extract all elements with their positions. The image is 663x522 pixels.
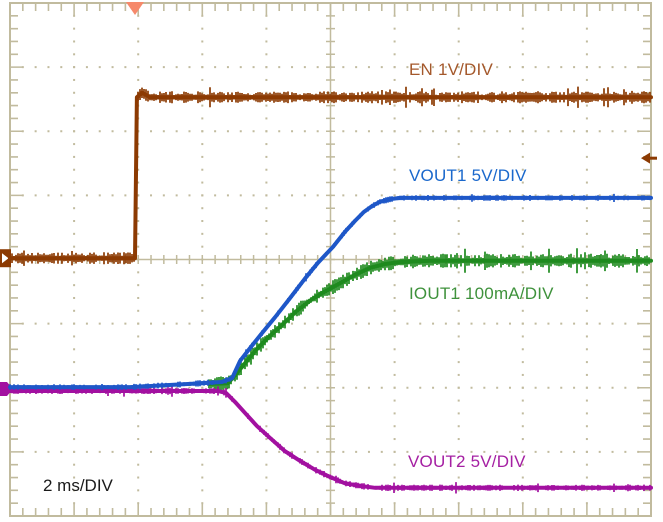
iout1-trace-label: IOUT1 100mA/DIV	[409, 284, 554, 303]
vout1-trace-label: VOUT1 5V/DIV	[409, 166, 527, 185]
en-trace-label: EN 1V/DIV	[409, 60, 493, 79]
timebase-label: 2 ms/DIV	[43, 476, 113, 495]
vout2-trace-label: VOUT2 5V/DIV	[408, 452, 526, 471]
